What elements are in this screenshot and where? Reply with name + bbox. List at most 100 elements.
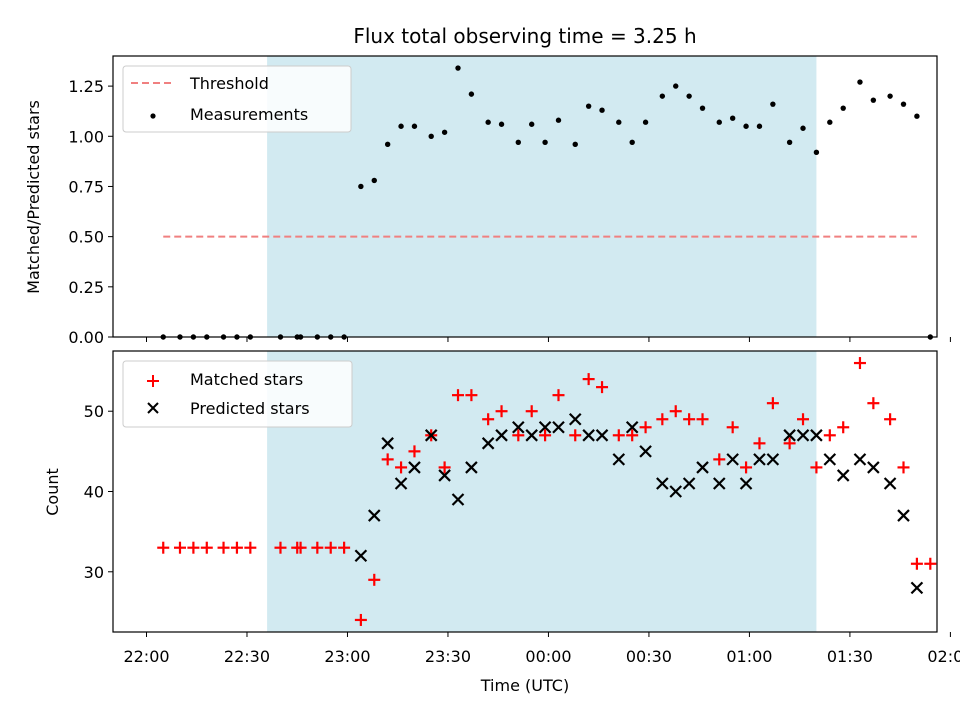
matched-star-point xyxy=(438,461,451,474)
measurement-point xyxy=(900,101,907,107)
predicted-star-point xyxy=(394,477,408,490)
x-tick-label: 02:00 xyxy=(927,647,960,666)
predicted-star-point xyxy=(739,477,753,490)
count-y-tick-label: 30 xyxy=(84,563,104,582)
measurement-point xyxy=(914,113,920,119)
predicted-legend-swatch xyxy=(147,402,159,414)
predicted-star-point xyxy=(726,453,739,466)
predicted-star-point xyxy=(367,509,381,522)
x-tick-label: 01:00 xyxy=(726,647,772,666)
predicted-star-point xyxy=(810,429,823,442)
measurements-legend-label: Measurements xyxy=(190,105,308,124)
x-tick-label: 22:30 xyxy=(224,647,270,666)
matched-star-point xyxy=(626,429,639,442)
measurement-point xyxy=(813,149,820,156)
measurement-point xyxy=(827,119,833,125)
predicted-star-point xyxy=(766,453,780,466)
observing-window-shade-top xyxy=(267,56,817,337)
matched-star-point xyxy=(465,389,478,402)
predicted-star-point xyxy=(625,420,639,434)
matched-star-point xyxy=(200,541,213,554)
predicted-star-point xyxy=(424,429,438,442)
matched-star-point xyxy=(924,557,937,570)
matched-star-point xyxy=(766,397,779,410)
matched-star-point xyxy=(274,541,287,554)
x-tick-label: 23:00 xyxy=(324,647,370,666)
count-y-tick-label: 40 xyxy=(84,483,104,502)
measurement-point xyxy=(857,79,863,85)
predicted-star-point xyxy=(897,509,910,522)
ratio-y-tick-label: 1.25 xyxy=(68,77,104,96)
predicted-star-point xyxy=(568,412,582,426)
matched-star-point xyxy=(395,461,408,474)
matched-star-point xyxy=(823,429,836,442)
predicted-star-point xyxy=(354,549,368,563)
measurement-point xyxy=(441,129,448,135)
predicted-star-point xyxy=(525,429,538,442)
predicted-star-point xyxy=(495,429,508,442)
measurement-point xyxy=(371,177,377,184)
predicted-star-point xyxy=(512,420,525,434)
matched-star-point xyxy=(726,421,739,434)
matched-star-point xyxy=(552,389,565,402)
matched-star-point xyxy=(482,413,495,426)
matched-star-point xyxy=(569,429,582,442)
predicted-star-point xyxy=(408,461,421,474)
matched-star-point xyxy=(910,557,923,570)
predicted-star-point xyxy=(696,461,709,474)
matched-star-point xyxy=(612,429,625,442)
predicted-star-point xyxy=(669,485,683,498)
predicted-star-point xyxy=(753,453,766,466)
matched-star-point xyxy=(683,413,696,426)
predicted-star-point xyxy=(381,437,394,450)
measurements-legend-swatch xyxy=(150,113,156,119)
matched-star-point xyxy=(157,541,170,554)
matched-star-point xyxy=(324,541,337,554)
measurement-point xyxy=(686,93,692,99)
x-tick-label: 22:00 xyxy=(123,647,169,666)
matched-star-point xyxy=(783,437,796,450)
measurement-point xyxy=(498,121,505,127)
matched-star-point xyxy=(354,613,367,626)
measurement-point xyxy=(756,123,763,129)
matched-star-point xyxy=(173,541,186,554)
ratio-y-tick-label: 0.00 xyxy=(68,328,104,347)
measurement-point xyxy=(485,119,491,125)
predicted-legend-label: Predicted stars xyxy=(190,399,310,418)
predicted-star-point xyxy=(910,581,924,595)
measurement-point xyxy=(358,183,364,190)
matched-star-point xyxy=(495,405,508,418)
ratio-panel: 0.00 0.25 0.50 0.75 1.00 1.25 Flux total obse… xyxy=(24,24,951,347)
measurement-point xyxy=(515,139,522,146)
predicted-star-point xyxy=(867,461,880,474)
predicted-star-point xyxy=(682,477,696,490)
matched-legend-swatch xyxy=(147,375,159,387)
predicted-star-point xyxy=(783,429,796,442)
predicted-star-point xyxy=(823,453,837,466)
measurement-point xyxy=(468,91,475,97)
measurement-point xyxy=(840,105,846,111)
matched-legend-label: Matched stars xyxy=(190,370,303,389)
predicted-star-point xyxy=(595,429,609,442)
matched-star-point xyxy=(596,381,609,394)
measurement-point xyxy=(555,117,562,123)
measurement-point xyxy=(743,123,749,129)
measurement-point xyxy=(411,123,418,129)
predicted-star-point xyxy=(612,453,626,466)
x-tick-label: 00:30 xyxy=(626,647,672,666)
predicted-star-point xyxy=(582,429,595,442)
matched-star-point xyxy=(217,541,230,554)
count-y-axis-label: Count xyxy=(43,468,62,516)
matched-star-point xyxy=(897,461,910,474)
ratio-y-tick-label: 0.50 xyxy=(68,228,104,247)
predicted-star-point xyxy=(552,420,565,434)
matched-star-point xyxy=(740,461,753,474)
measurement-point xyxy=(887,93,893,99)
measurement-point xyxy=(673,83,679,89)
matched-star-point xyxy=(656,413,669,426)
measurement-point xyxy=(585,103,592,109)
matched-star-point xyxy=(244,541,257,554)
measurement-point xyxy=(716,119,722,125)
predicted-star-point xyxy=(853,453,867,466)
